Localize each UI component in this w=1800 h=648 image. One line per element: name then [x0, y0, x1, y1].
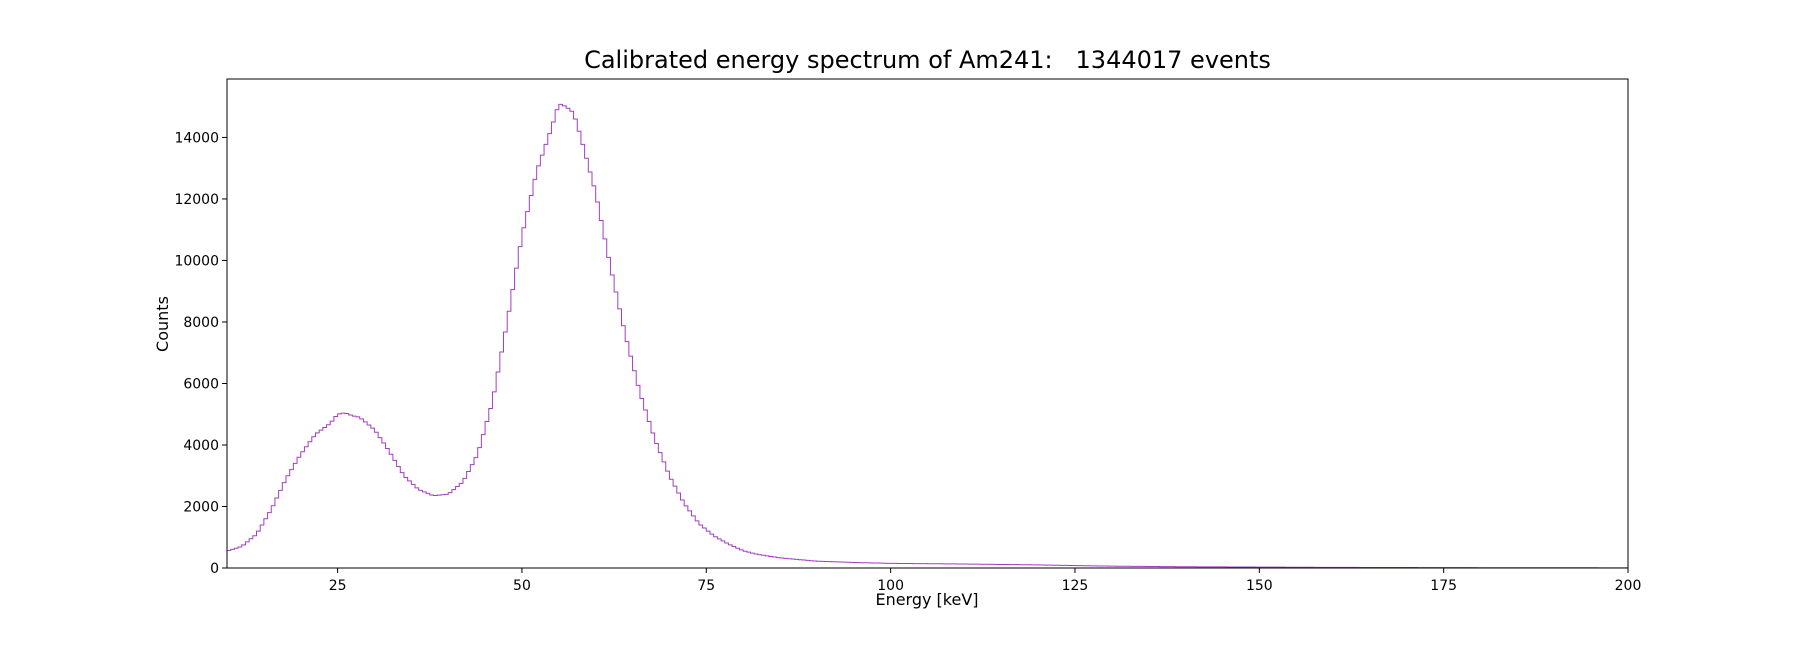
y-tick-label: 10000 — [174, 253, 219, 269]
spectrum-layer — [227, 103, 1628, 569]
x-tick-label: 200 — [1615, 578, 1642, 594]
x-tick-label: 100 — [877, 578, 904, 594]
y-tick-label: 12000 — [174, 192, 219, 208]
x-axis-label: Energy [keV] — [875, 590, 978, 609]
x-tick-label: 150 — [1246, 578, 1273, 594]
plot-frame — [226, 78, 1629, 569]
x-axis: 25 50 75 100 125 150 175 200 — [329, 568, 1642, 594]
x-tick-label: 125 — [1062, 578, 1089, 594]
spectrum-line — [227, 103, 1628, 569]
x-tick-label: 50 — [513, 578, 531, 594]
y-axis-label: Counts — [153, 296, 172, 352]
y-tick-label: 0 — [210, 561, 219, 577]
x-tick-label: 75 — [697, 578, 715, 594]
y-tick-label: 6000 — [183, 376, 219, 392]
chart-title: Calibrated energy spectrum of Am241: 134… — [584, 46, 1271, 74]
x-tick-label: 175 — [1430, 578, 1457, 594]
y-tick-label: 4000 — [183, 438, 219, 454]
y-axis: 0 2000 4000 6000 8000 10000 12000 14000 — [174, 130, 227, 577]
x-tick-label: 25 — [329, 578, 347, 594]
y-tick-label: 14000 — [174, 130, 219, 146]
y-tick-label: 8000 — [183, 315, 219, 331]
y-tick-label: 2000 — [183, 499, 219, 515]
